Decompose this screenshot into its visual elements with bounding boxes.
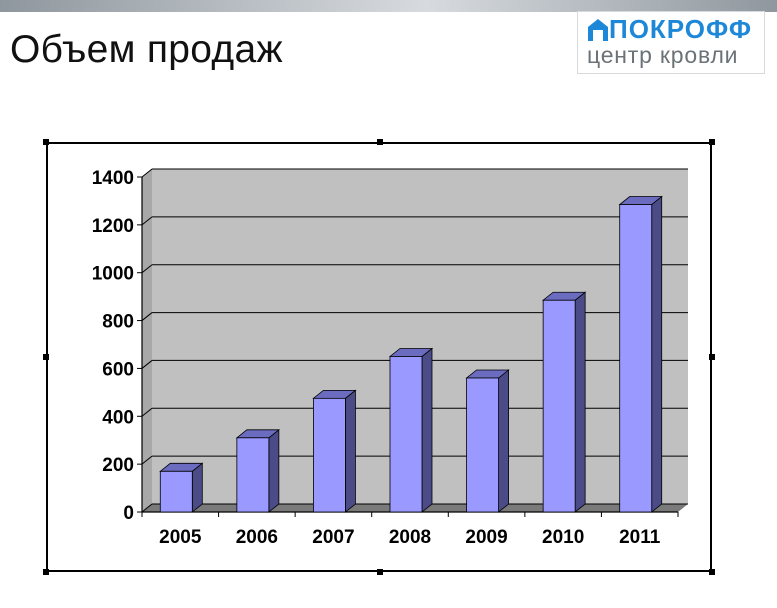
bar-side-2009 xyxy=(498,369,509,513)
y-tick-label: 1000 xyxy=(92,264,134,285)
gridline-depth xyxy=(141,216,153,226)
bar-2010 xyxy=(542,299,576,513)
slide-title: Объем продаж xyxy=(10,28,283,71)
bar-2007 xyxy=(313,397,346,513)
logo-name: ПОКРОФФ xyxy=(609,14,753,44)
resize-handle-middle-left[interactable] xyxy=(43,354,49,360)
x-tick-label: 2006 xyxy=(236,527,278,548)
plot-side-wall xyxy=(142,169,152,512)
resize-handle-middle-right[interactable] xyxy=(709,354,715,360)
bar-2006 xyxy=(236,437,270,513)
company-logo: ПОКРОФФ центр кровли xyxy=(577,11,765,74)
bar-side-2007 xyxy=(345,389,356,513)
bar-side-2006 xyxy=(268,428,280,513)
bar-2009 xyxy=(466,377,499,513)
y-tick-label: 400 xyxy=(102,407,134,428)
house-icon xyxy=(588,19,608,41)
y-tick-label: 1400 xyxy=(92,168,134,189)
resize-handle-top-center[interactable] xyxy=(377,139,383,145)
resize-handle-bottom-right[interactable] xyxy=(709,569,715,575)
y-tick-label: 800 xyxy=(102,312,134,333)
y-tick-label: 0 xyxy=(123,503,134,524)
y-tick-label: 600 xyxy=(102,359,134,380)
gridline-depth xyxy=(141,407,153,417)
x-tick-label: 2010 xyxy=(542,527,584,548)
bar-side-2010 xyxy=(574,291,586,513)
x-tick-label: 2008 xyxy=(389,527,431,548)
gridline-depth xyxy=(141,312,153,321)
gridline-depth xyxy=(141,455,153,465)
resize-handle-bottom-left[interactable] xyxy=(43,569,49,575)
bar-side-2008 xyxy=(421,347,433,513)
bar-2011 xyxy=(619,204,653,513)
y-tick-label: 200 xyxy=(102,455,134,476)
y-tick-label: 1200 xyxy=(92,216,134,237)
x-tick-label: 2007 xyxy=(312,527,354,548)
bar-2008 xyxy=(389,356,423,513)
gridline-depth xyxy=(141,168,153,178)
resize-handle-bottom-center[interactable] xyxy=(377,569,383,575)
gridline-depth xyxy=(141,264,153,274)
resize-handle-top-right[interactable] xyxy=(709,139,715,145)
x-tick-label: 2009 xyxy=(465,527,507,548)
x-tick-label: 2011 xyxy=(619,527,661,548)
gridline-depth xyxy=(141,503,153,513)
bar-2005 xyxy=(159,470,193,513)
resize-handle-top-left[interactable] xyxy=(43,139,49,145)
logo-subtitle: центр кровли xyxy=(587,42,739,68)
bar-side-2011 xyxy=(651,195,663,513)
gridline-depth xyxy=(141,360,153,369)
x-tick-label: 2005 xyxy=(159,527,202,548)
